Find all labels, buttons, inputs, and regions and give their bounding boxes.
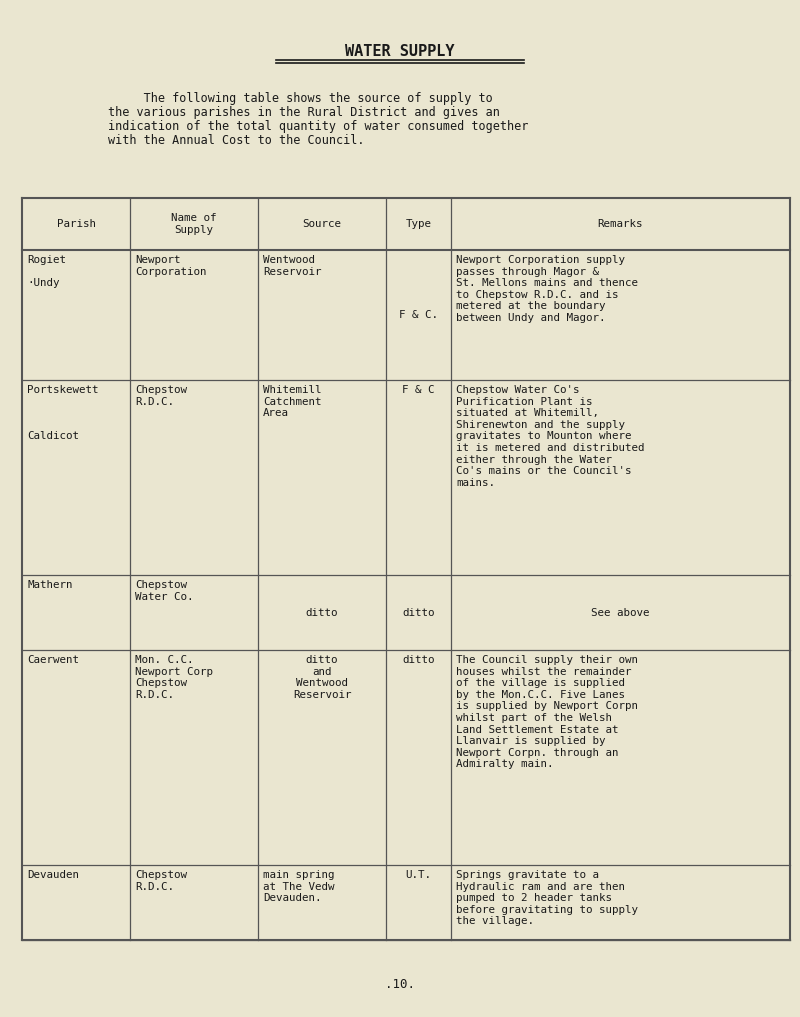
- Text: Source: Source: [302, 219, 342, 229]
- Text: See above: See above: [591, 607, 650, 617]
- Text: The Council supply their own
houses whilst the remainder
of the village is suppl: The Council supply their own houses whil…: [456, 655, 638, 770]
- Text: Chepstow
R.D.C.: Chepstow R.D.C.: [135, 870, 187, 892]
- Text: .10.: .10.: [385, 978, 415, 992]
- Text: Newport
Corporation: Newport Corporation: [135, 255, 206, 277]
- Text: Whitemill
Catchment
Area: Whitemill Catchment Area: [263, 385, 322, 418]
- Text: Rogiet

·Undy: Rogiet ·Undy: [27, 255, 66, 288]
- Text: main spring
at The Vedw
Devauden.: main spring at The Vedw Devauden.: [263, 870, 334, 903]
- Text: Mon. C.C.
Newport Corp
Chepstow
R.D.C.: Mon. C.C. Newport Corp Chepstow R.D.C.: [135, 655, 213, 700]
- Text: the various parishes in the Rural District and gives an: the various parishes in the Rural Distri…: [108, 106, 500, 119]
- Text: Chepstow
Water Co.: Chepstow Water Co.: [135, 580, 194, 602]
- Text: Chepstow Water Co's
Purification Plant is
situated at Whitemill,
Shirenewton and: Chepstow Water Co's Purification Plant i…: [456, 385, 645, 488]
- Text: Parish: Parish: [57, 219, 95, 229]
- Text: Portskewett



Caldicot: Portskewett Caldicot: [27, 385, 98, 441]
- Text: Chepstow
R.D.C.: Chepstow R.D.C.: [135, 385, 187, 407]
- Text: Mathern: Mathern: [27, 580, 73, 590]
- Text: Name of
Supply: Name of Supply: [171, 214, 217, 235]
- Text: indication of the total quantity of water consumed together: indication of the total quantity of wate…: [108, 120, 528, 133]
- Text: Caerwent: Caerwent: [27, 655, 79, 665]
- Text: F & C: F & C: [402, 385, 434, 395]
- Text: ditto
and
Wentwood
Reservoir: ditto and Wentwood Reservoir: [293, 655, 351, 700]
- Text: The following table shows the source of supply to: The following table shows the source of …: [108, 92, 493, 105]
- Text: F & C.: F & C.: [399, 310, 438, 320]
- Text: Remarks: Remarks: [598, 219, 643, 229]
- Text: ditto: ditto: [402, 607, 434, 617]
- Text: ditto: ditto: [402, 655, 434, 665]
- Text: with the Annual Cost to the Council.: with the Annual Cost to the Council.: [108, 134, 365, 147]
- Text: Type: Type: [406, 219, 431, 229]
- Text: Newport Corporation supply
passes through Magor &
St. Mellons mains and thence
t: Newport Corporation supply passes throug…: [456, 255, 638, 323]
- Text: Devauden: Devauden: [27, 870, 79, 880]
- Text: Springs gravitate to a
Hydraulic ram and are then
pumped to 2 header tanks
befor: Springs gravitate to a Hydraulic ram and…: [456, 870, 638, 926]
- Text: WATER SUPPLY: WATER SUPPLY: [346, 45, 454, 60]
- Text: U.T.: U.T.: [406, 870, 431, 880]
- Text: ditto: ditto: [306, 607, 338, 617]
- Text: Wentwood
Reservoir: Wentwood Reservoir: [263, 255, 322, 277]
